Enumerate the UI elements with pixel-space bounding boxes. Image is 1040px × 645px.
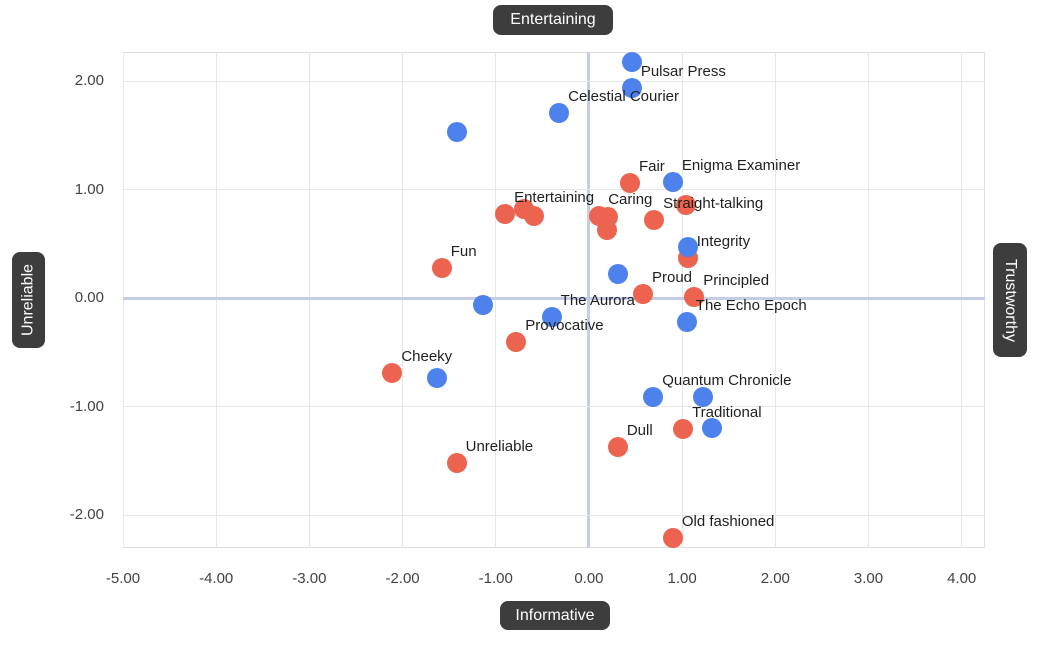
axis-badge-top: Entertaining xyxy=(493,5,613,35)
y-axis-tick-label: -2.00 xyxy=(69,506,104,524)
x-axis-tick-label: -4.00 xyxy=(199,570,234,587)
point-label: Fun xyxy=(450,242,477,260)
y-axis-tick-label: 1.00 xyxy=(74,180,104,198)
publication-point[interactable] xyxy=(549,102,570,123)
attribute-point[interactable] xyxy=(673,418,694,439)
attribute-point[interactable] xyxy=(619,173,640,194)
publication-point[interactable] xyxy=(701,417,722,438)
attribute-point[interactable] xyxy=(523,205,544,226)
point-label: Celestial Courier xyxy=(568,87,679,105)
attribute-point[interactable] xyxy=(607,437,628,458)
publication-point[interactable] xyxy=(643,387,664,408)
publication-point[interactable] xyxy=(621,51,642,72)
vertical-gridline xyxy=(681,52,683,548)
axis-badge-right-label: Trustworthy xyxy=(1002,258,1019,342)
attribute-point[interactable] xyxy=(662,528,683,549)
y-axis-tick-label: 0.00 xyxy=(74,289,104,307)
point-label: Dull xyxy=(626,422,653,440)
point-label: Caring xyxy=(608,190,653,208)
axis-badge-bottom: Informative xyxy=(500,601,610,630)
y-axis-tick-label: 2.00 xyxy=(74,72,104,90)
vertical-gridline xyxy=(495,52,497,548)
x-axis-tick-label: 1.00 xyxy=(667,570,697,587)
attribute-point[interactable] xyxy=(596,219,617,240)
vertical-gridline xyxy=(308,52,310,548)
axis-badge-left-label: Unreliable xyxy=(19,263,37,337)
publication-point[interactable] xyxy=(621,77,642,98)
attribute-point[interactable] xyxy=(431,257,452,278)
point-label: Cheeky xyxy=(401,348,453,366)
point-label: The Echo Epoch xyxy=(695,297,807,315)
vertical-gridline xyxy=(215,52,217,548)
horizontal-gridline xyxy=(123,406,985,408)
horizontal-gridline xyxy=(123,514,985,516)
publication-point[interactable] xyxy=(662,172,683,193)
attribute-point[interactable] xyxy=(506,331,527,352)
x-axis-tick-label: -2.00 xyxy=(385,570,420,587)
plot-area xyxy=(123,52,985,548)
y-axis-tick-label: -1.00 xyxy=(69,397,104,415)
point-label: Quantum Chronicle xyxy=(662,372,792,390)
vertical-gridline xyxy=(868,52,869,548)
point-label: Enigma Examiner xyxy=(681,157,801,175)
publication-point[interactable] xyxy=(677,237,698,258)
publication-point[interactable] xyxy=(676,312,697,333)
vertical-gridline xyxy=(961,52,963,548)
attribute-point[interactable] xyxy=(684,287,705,308)
x-axis-tick-label: 0.00 xyxy=(574,570,604,587)
axis-badge-right: Trustworthy xyxy=(993,243,1027,357)
axis-badge-top-label: Entertaining xyxy=(510,11,596,28)
attribute-point[interactable] xyxy=(644,210,665,231)
point-label: Integrity xyxy=(696,233,751,251)
point-label: Straight-talking xyxy=(663,195,764,213)
point-label: Provocative xyxy=(525,316,604,334)
point-label: Proud xyxy=(651,269,693,287)
vertical-gridline xyxy=(402,52,404,548)
publication-point[interactable] xyxy=(541,306,562,327)
x-axis-tick-label: 4.00 xyxy=(947,570,977,587)
point-label: Old fashioned xyxy=(681,513,775,531)
point-label: Unreliable xyxy=(465,438,534,456)
axis-badge-bottom-label: Informative xyxy=(515,606,595,624)
x-zero-line xyxy=(587,52,591,548)
publication-point[interactable] xyxy=(427,367,448,388)
publication-point[interactable] xyxy=(692,387,713,408)
publication-point[interactable] xyxy=(607,264,628,285)
y-zero-line xyxy=(123,296,985,300)
point-label: Fair xyxy=(638,158,665,176)
x-axis-tick-label: 2.00 xyxy=(760,570,790,587)
x-axis-tick-label: 3.00 xyxy=(853,570,884,587)
vertical-gridline xyxy=(122,52,124,548)
point-label: Principled xyxy=(703,272,770,290)
x-axis-tick-label: -1.00 xyxy=(478,570,513,587)
attribute-point[interactable] xyxy=(446,453,467,474)
horizontal-gridline xyxy=(123,189,985,191)
axis-badge-left: Unreliable xyxy=(12,252,45,348)
publication-point[interactable] xyxy=(472,294,493,315)
x-axis-tick-label: -3.00 xyxy=(292,570,327,587)
point-label: The Aurora xyxy=(560,291,635,309)
publication-point[interactable] xyxy=(446,122,467,143)
point-label: Pulsar Press xyxy=(640,62,726,80)
vertical-gridline xyxy=(774,52,776,548)
point-label: Entertaining xyxy=(514,188,595,206)
attribute-point[interactable] xyxy=(495,203,516,224)
x-axis-tick-label: -5.00 xyxy=(105,570,141,587)
horizontal-gridline xyxy=(123,80,985,82)
attribute-point[interactable] xyxy=(382,363,403,384)
attribute-point[interactable] xyxy=(675,195,696,216)
attribute-point[interactable] xyxy=(632,284,653,305)
point-label: Traditional xyxy=(692,403,762,421)
